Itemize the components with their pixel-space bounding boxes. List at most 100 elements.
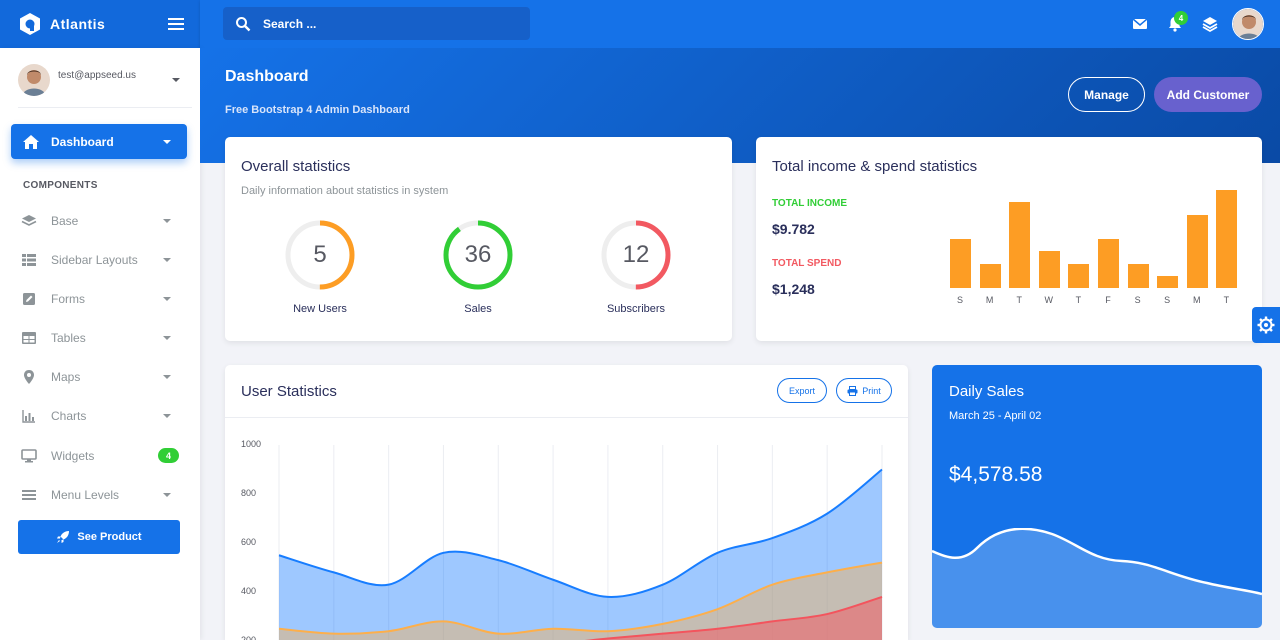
- caret-down-icon: [163, 493, 171, 497]
- bar: [1127, 263, 1149, 288]
- sidebar-item-label: Widgets: [51, 449, 95, 463]
- bar: [950, 239, 971, 288]
- sidebar-item-forms[interactable]: Forms: [21, 287, 181, 311]
- income-spend-card: Total income & spend statistics TOTAL IN…: [756, 137, 1262, 341]
- series-line: [278, 561, 883, 635]
- top-navbar: Search ... 4: [200, 0, 1280, 48]
- desktop-icon: [21, 449, 37, 463]
- daily-sales-card: Daily Sales March 25 - April 02 $4,578.5…: [932, 365, 1262, 628]
- settings-toggle[interactable]: [1252, 307, 1280, 343]
- stat-value: 5: [313, 241, 327, 268]
- map-marker-icon: [24, 370, 34, 384]
- x-tick-label: M: [1193, 295, 1201, 305]
- section-heading: COMPONENTS: [23, 180, 98, 191]
- sidebar-avatar: [18, 64, 50, 96]
- caret-down-icon: [163, 219, 171, 223]
- series-area: [279, 562, 882, 640]
- bars-icon: [22, 490, 36, 500]
- export-button[interactable]: Export: [777, 378, 827, 403]
- search-icon[interactable]: [235, 16, 251, 32]
- y-tick-label: 400: [241, 586, 257, 596]
- sidebar-item-charts[interactable]: Charts: [21, 404, 181, 428]
- sidebar-user[interactable]: test@appseed.us: [18, 64, 190, 100]
- add-customer-button[interactable]: Add Customer: [1154, 77, 1262, 112]
- caret-down-icon: [163, 375, 171, 379]
- total-spend-value: $1,248: [772, 281, 815, 297]
- search-input[interactable]: Search ...: [223, 7, 530, 40]
- card-title: User Statistics: [241, 383, 337, 400]
- y-tick-label: 1000: [241, 439, 262, 449]
- sidebar-item-menu-levels[interactable]: Menu Levels: [21, 483, 181, 507]
- y-tick-label: 800: [241, 488, 257, 498]
- circle-stat-subscribers: 12: [600, 219, 672, 291]
- circle-stat-new-users: 5: [284, 219, 356, 291]
- x-tick-label: M: [985, 295, 994, 305]
- caret-down-icon: [163, 297, 171, 301]
- print-icon: [847, 385, 858, 396]
- total-income-label: TOTAL INCOME: [772, 198, 847, 209]
- stat-label: New Users: [293, 303, 347, 315]
- x-tick-label: S: [956, 295, 963, 305]
- notification-badge: 4: [1174, 11, 1188, 25]
- sidebar: test@appseed.us Dashboard COMPONENTS Bas…: [0, 48, 200, 640]
- progress-circle: [443, 220, 513, 290]
- series-line: [278, 468, 883, 598]
- caret-down-icon: [163, 258, 171, 262]
- sidebar-item-dashboard[interactable]: Dashboard: [11, 124, 187, 159]
- x-tick-label: T: [1075, 295, 1082, 305]
- sidebar-item-label: Maps: [51, 370, 81, 384]
- progress-circle: [601, 220, 671, 290]
- caret-down-icon[interactable]: [172, 76, 180, 84]
- sidebar-item-label: Menu Levels: [51, 488, 120, 502]
- print-label: Print: [862, 385, 881, 396]
- card-title: Total income & spend statistics: [772, 158, 978, 175]
- total-income-value: $9.782: [772, 221, 815, 237]
- series-line: [498, 595, 883, 640]
- stat-label: Sales: [464, 303, 492, 315]
- sidebar-item-label: Base: [51, 214, 79, 228]
- bar-chart-icon: [22, 410, 35, 423]
- y-tick-label: 200: [241, 635, 257, 640]
- caret-down-icon: [163, 414, 171, 418]
- stat-value: 36: [464, 241, 492, 268]
- see-product-button[interactable]: See Product: [18, 520, 180, 554]
- bar: [1009, 202, 1031, 288]
- page-title: Dashboard: [225, 68, 309, 85]
- total-spend-label: TOTAL SPEND: [772, 258, 842, 269]
- menu-toggle-icon[interactable]: [166, 14, 186, 34]
- x-tick-label: S: [1164, 295, 1171, 305]
- home-icon: [23, 134, 39, 149]
- user-avatar[interactable]: [1232, 8, 1264, 40]
- bar: [979, 263, 1001, 288]
- logo-icon: [20, 13, 40, 35]
- envelope-icon[interactable]: [1130, 14, 1150, 34]
- x-tick-label: T: [1016, 295, 1022, 305]
- page-subtitle: Free Bootstrap 4 Admin Dashboard: [225, 104, 410, 116]
- y-tick-label: 600: [241, 537, 257, 547]
- list-icon: [22, 254, 36, 266]
- sidebar-item-label: Dashboard: [51, 134, 114, 149]
- circle-stat-sales: 36: [442, 219, 514, 291]
- sidebar-item-sidebar-layouts[interactable]: Sidebar Layouts: [21, 248, 181, 272]
- overall-statistics-card: Overall statistics Daily information abo…: [225, 137, 732, 341]
- stat-value: 12: [622, 241, 650, 268]
- caret-down-icon: [163, 336, 171, 340]
- sidebar-item-label: Tables: [51, 331, 86, 345]
- divider: [225, 417, 908, 418]
- search-placeholder: Search ...: [263, 16, 317, 31]
- bar: [1157, 275, 1179, 288]
- layers-icon[interactable]: [1200, 14, 1220, 34]
- print-button[interactable]: Print: [836, 378, 892, 403]
- sidebar-item-base[interactable]: Base: [21, 209, 181, 233]
- progress-circle: [285, 220, 355, 290]
- export-label: Export: [788, 385, 815, 396]
- card-title: Overall statistics: [241, 158, 351, 175]
- sidebar-item-widgets[interactable]: Widgets 4: [21, 444, 181, 468]
- widgets-badge: 4: [158, 448, 179, 463]
- manage-button[interactable]: Manage: [1068, 77, 1145, 112]
- gear-icon: [1257, 316, 1275, 334]
- layers-icon: [21, 215, 37, 226]
- caret-down-icon: [163, 140, 171, 144]
- sidebar-item-maps[interactable]: Maps: [21, 365, 181, 389]
- sidebar-item-tables[interactable]: Tables: [21, 326, 181, 350]
